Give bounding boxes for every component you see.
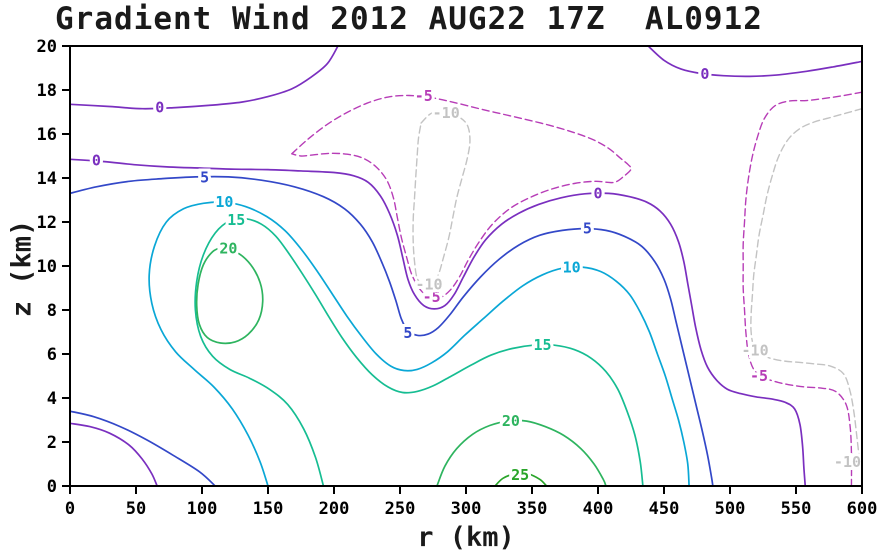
contour-label: 0 [92, 151, 101, 169]
contour-line-zero-top-left [70, 46, 339, 110]
contour-line-twenty-dome [436, 419, 607, 486]
contour-label: 15 [227, 211, 245, 229]
contour-label: -10 [742, 342, 769, 360]
x-tick-label: 350 [517, 499, 548, 519]
contour-label: 20 [219, 239, 237, 257]
contour-line-twenty-loop [195, 246, 264, 345]
y-tick-label: 16 [37, 125, 57, 145]
y-tick-label: 18 [37, 81, 57, 101]
y-tick-label: 4 [47, 389, 57, 409]
x-tick-label: 0 [65, 499, 75, 519]
contour-line-five-main [70, 175, 714, 486]
contour-label: 5 [583, 220, 592, 238]
contour-label: 20 [502, 412, 520, 430]
contour-label: -10 [834, 453, 861, 471]
contour-label: 10 [563, 259, 581, 277]
x-tick-label: 550 [781, 499, 812, 519]
contour-label: 0 [155, 99, 164, 117]
contour-label: 15 [534, 336, 552, 354]
contour-line-minus5-right [742, 91, 862, 486]
contour-label: 5 [403, 324, 412, 342]
contour-line-ten-main [148, 201, 690, 486]
contour-line-five-bottom-left [70, 410, 217, 486]
x-tick-label: 300 [451, 499, 482, 519]
x-axis-label: r (km) [417, 522, 515, 553]
x-tick-label: 600 [847, 499, 878, 519]
contour-line-fifteen-main [194, 217, 644, 486]
y-tick-label: 2 [47, 433, 57, 453]
x-tick-label: 250 [385, 499, 416, 519]
contour-label: -5 [415, 87, 433, 105]
contour-line-minus10-right [750, 108, 862, 470]
x-tick-label: 100 [187, 499, 218, 519]
contour-label: -5 [423, 288, 441, 306]
contour-label: -10 [415, 276, 442, 294]
x-tick-label: 500 [715, 499, 746, 519]
x-tick-label: 150 [253, 499, 284, 519]
contour-line-zero-bottom-left [70, 422, 158, 486]
contour-line-minus5-middle-blob [291, 94, 632, 300]
contour-label: 10 [215, 193, 233, 211]
plot-title: Gradient Wind 2012 AUG22 17Z AL0912 [55, 1, 763, 37]
contour-label: 0 [700, 65, 709, 83]
contour-label: 5 [200, 168, 209, 186]
y-tick-label: 0 [47, 477, 57, 497]
contour-label: -5 [750, 367, 768, 385]
contour-line-minus10-middle-blob [412, 110, 471, 288]
y-tick-label: 12 [37, 213, 57, 233]
x-tick-label: 50 [126, 499, 146, 519]
contour-line-zero-top-right [647, 46, 862, 78]
contour-lines-group [70, 46, 862, 486]
contour-label: -10 [433, 104, 460, 122]
contour-line-twentyfive-dome [494, 472, 548, 486]
contour-label: 0 [593, 184, 602, 202]
y-tick-label: 10 [37, 257, 57, 277]
x-tick-label: 450 [649, 499, 680, 519]
x-tick-label: 400 [583, 499, 614, 519]
x-tick-label: 200 [319, 499, 350, 519]
contour-label: 25 [511, 466, 529, 484]
y-tick-label: 14 [37, 169, 57, 189]
y-tick-label: 8 [47, 301, 57, 321]
contour-line-zero-main [70, 158, 807, 486]
y-tick-label: 6 [47, 345, 57, 365]
y-tick-label: 20 [37, 37, 57, 57]
